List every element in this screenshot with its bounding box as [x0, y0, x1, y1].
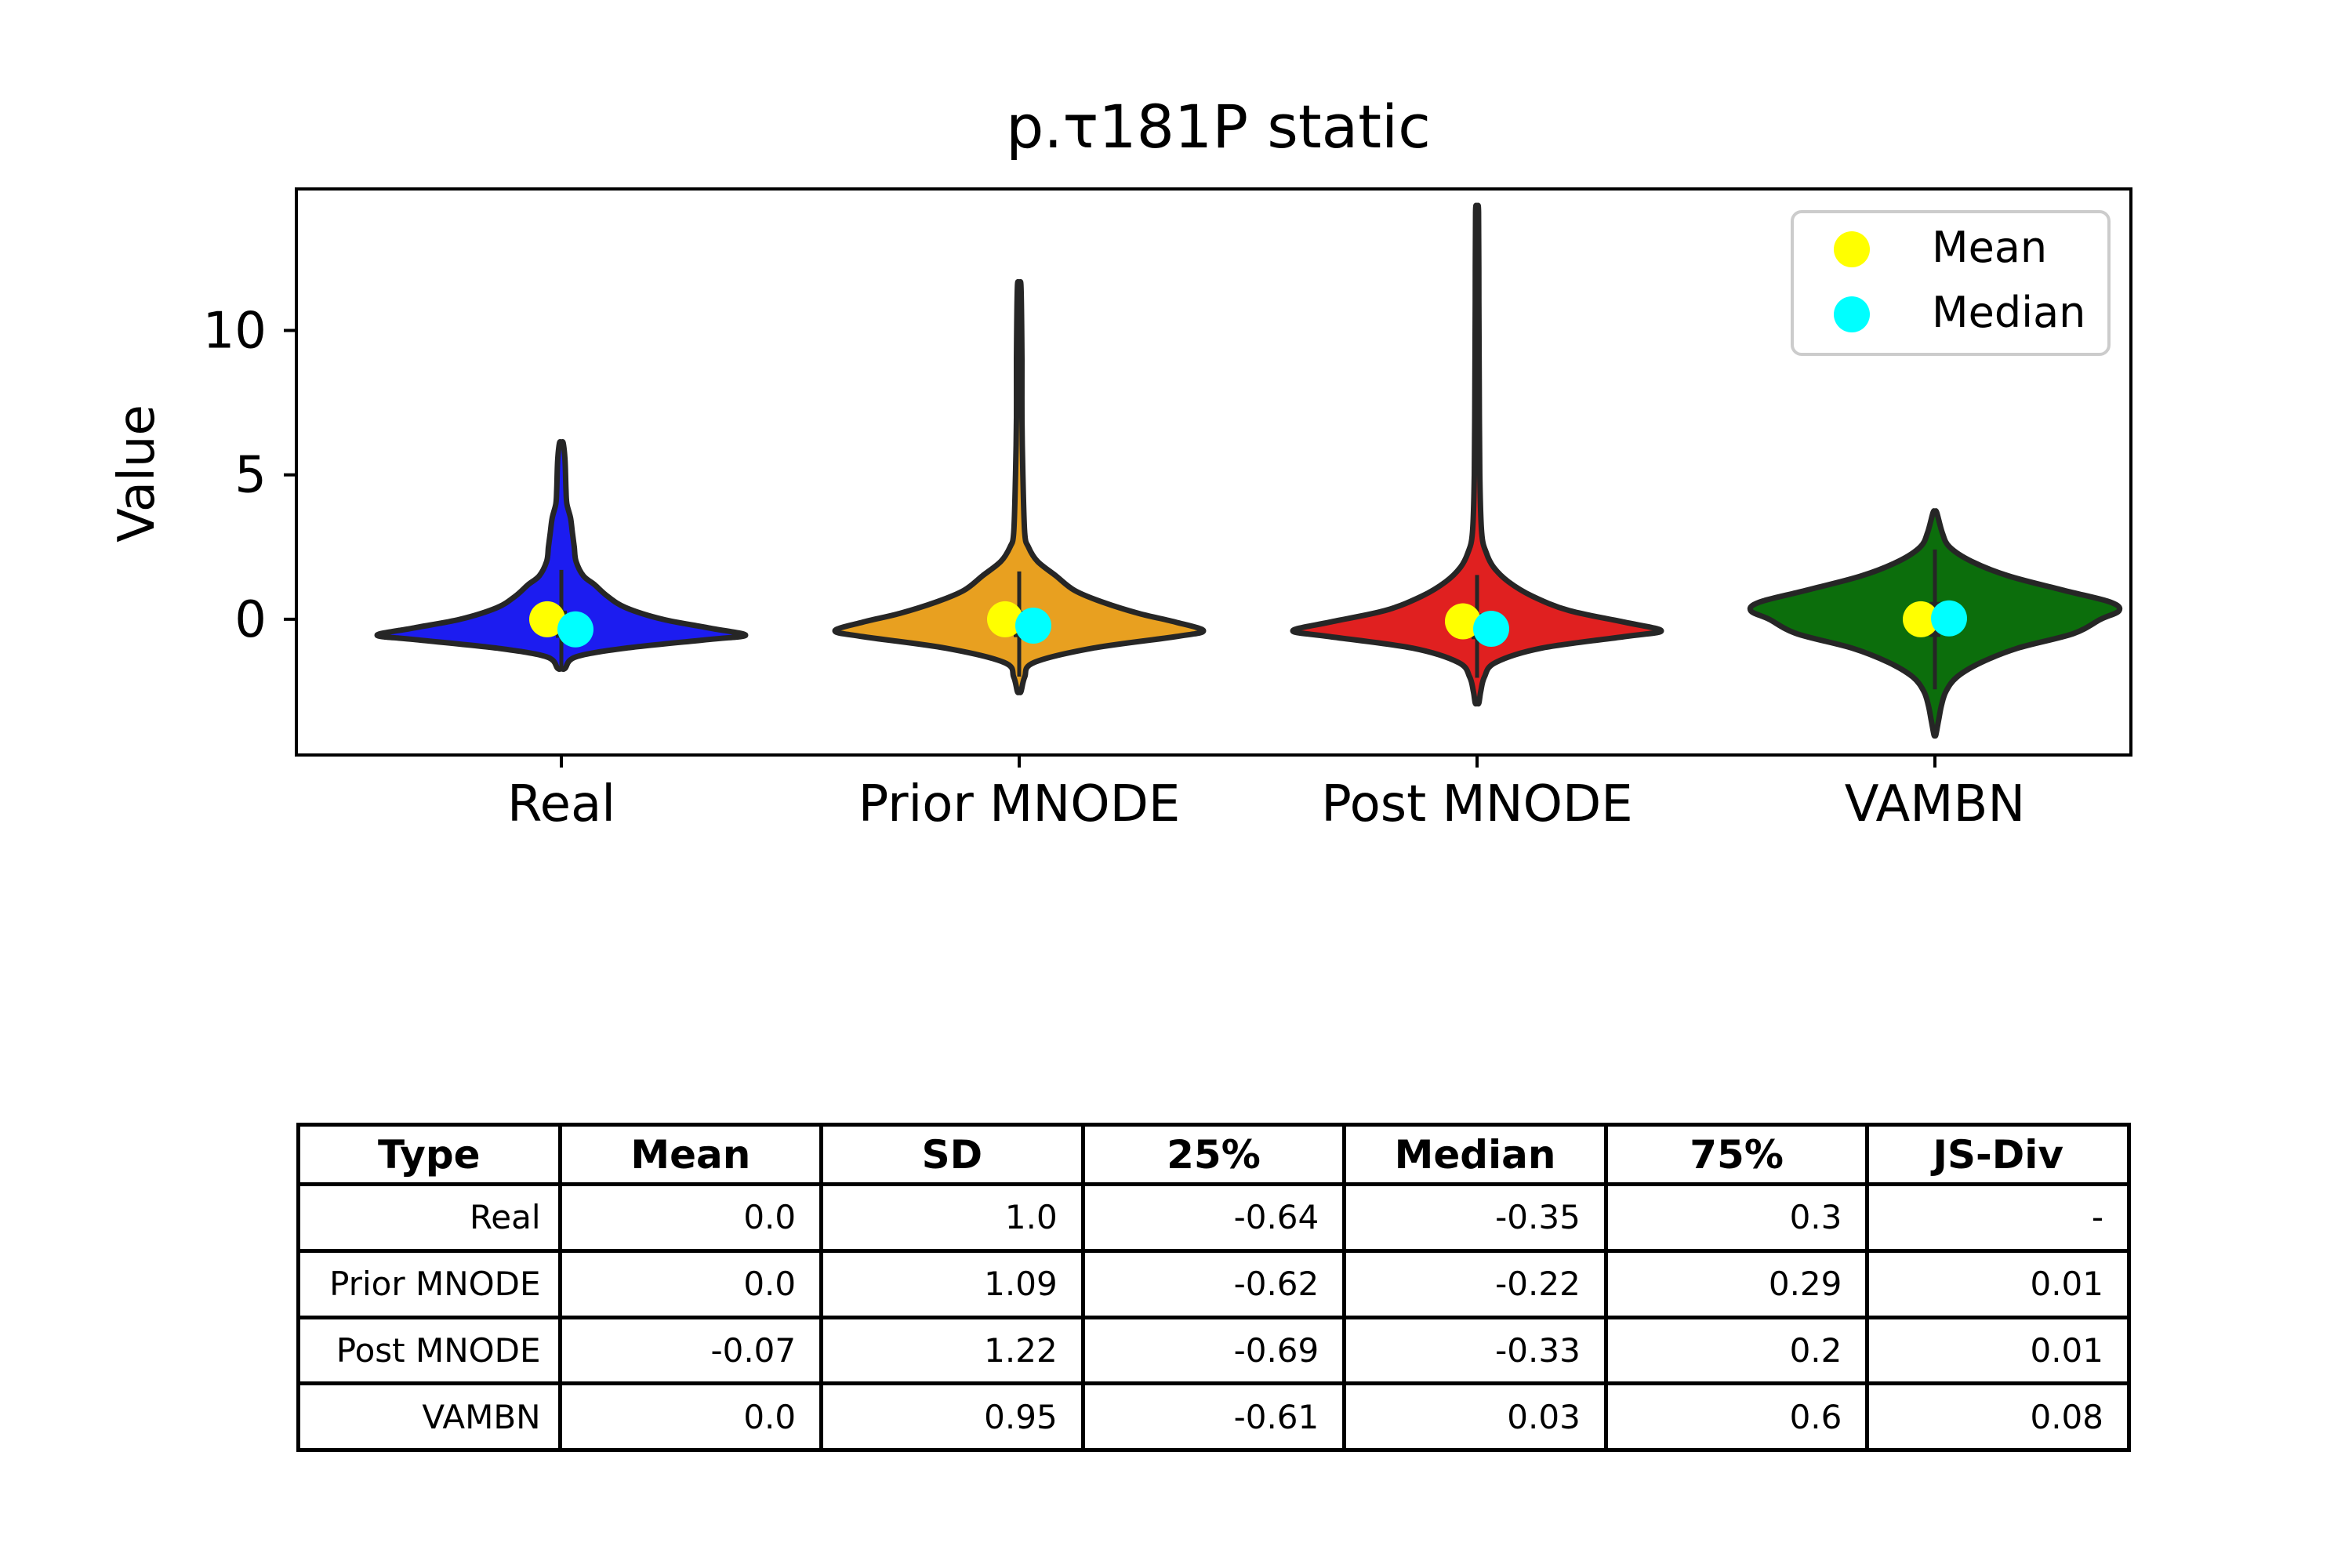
cell-q3: 0.2	[1603, 1315, 1870, 1386]
x-tick-label: Real	[507, 775, 615, 833]
y-tick-label: 10	[203, 303, 267, 361]
plot-frame	[295, 187, 2132, 757]
cell-mean: 0.0	[557, 1381, 824, 1452]
x-axis-ticks: Real Prior MNODE Post MNODE VAMBN	[507, 755, 2025, 833]
legend-mean-marker	[1834, 231, 1870, 267]
cell-type: Prior MNODE	[296, 1248, 562, 1319]
cell-q3: 0.3	[1603, 1182, 1870, 1253]
legend-mean-label: Mean	[1932, 223, 2047, 272]
y-axis-ticks: 0 5 10	[203, 303, 296, 649]
cell-js-div: 0.08	[1865, 1381, 2131, 1452]
header-js-div: JS-Div	[1865, 1123, 2131, 1186]
cell-q1: -0.69	[1080, 1315, 1347, 1386]
header-q3: 75%	[1603, 1123, 1870, 1186]
cell-js-div: 0.01	[1865, 1248, 2131, 1319]
cell-q1: -0.61	[1080, 1381, 1347, 1452]
median-marker	[1473, 611, 1509, 648]
violin-body	[374, 439, 749, 673]
y-tick-label: 0	[234, 591, 267, 649]
table-row: Post MNODE -0.07 1.22 -0.69 -0.33 0.2 0.…	[296, 1315, 2131, 1386]
cell-median: 0.03	[1342, 1381, 1608, 1452]
median-marker	[1931, 600, 1967, 637]
violin-body	[832, 278, 1207, 695]
cell-sd: 1.09	[819, 1248, 1085, 1319]
legend-median-label: Median	[1932, 288, 2085, 337]
header-median: Median	[1342, 1123, 1608, 1186]
table-header-row: Type Mean SD 25% Median 75% JS-Div	[296, 1123, 2131, 1186]
cell-q1: -0.64	[1080, 1182, 1347, 1253]
header-mean: Mean	[557, 1123, 824, 1186]
cell-mean: 0.0	[557, 1182, 824, 1253]
legend: Mean Median	[1791, 210, 2111, 356]
mean-marker	[987, 601, 1023, 637]
table-row: VAMBN 0.0 0.95 -0.61 0.03 0.6 0.08	[296, 1381, 2131, 1452]
y-axis-label: Value	[108, 405, 166, 543]
legend-median-marker	[1834, 296, 1870, 332]
header-q1: 25%	[1080, 1123, 1347, 1186]
table-row: Real 0.0 1.0 -0.64 -0.35 0.3 -	[296, 1182, 2131, 1253]
mean-marker	[529, 601, 565, 637]
x-tick-label: Prior MNODE	[858, 775, 1181, 833]
cell-median: -0.35	[1342, 1182, 1608, 1253]
cell-mean: -0.07	[557, 1315, 824, 1386]
cell-js-div: 0.01	[1865, 1315, 2131, 1386]
legend-box	[1791, 210, 2111, 356]
header-sd: SD	[819, 1123, 1085, 1186]
cell-q1: -0.62	[1080, 1248, 1347, 1319]
cell-mean: 0.0	[557, 1248, 824, 1319]
cell-sd: 1.22	[819, 1315, 1085, 1386]
cell-type: Real	[296, 1182, 562, 1253]
x-tick-label: VAMBN	[1845, 775, 2025, 833]
median-marker	[1015, 607, 1051, 644]
violin-body	[1290, 202, 1664, 707]
cell-sd: 1.0	[819, 1182, 1085, 1253]
stats-table: Type Mean SD 25% Median 75% JS-Div Real …	[296, 1123, 2131, 1452]
header-type: Type	[296, 1123, 562, 1186]
cell-type: Post MNODE	[296, 1315, 562, 1386]
cell-q3: 0.6	[1603, 1381, 1870, 1452]
mean-marker	[1903, 601, 1939, 637]
table-row: Prior MNODE 0.0 1.09 -0.62 -0.22 0.29 0.…	[296, 1248, 2131, 1319]
cell-q3: 0.29	[1603, 1248, 1870, 1319]
cell-js-div: -	[1865, 1182, 2131, 1253]
mean-marker	[1445, 603, 1481, 640]
cell-sd: 0.95	[819, 1381, 1085, 1452]
cell-type: VAMBN	[296, 1381, 562, 1452]
y-tick-label: 5	[234, 447, 267, 505]
x-tick-label: Post MNODE	[1321, 775, 1632, 833]
median-marker	[557, 611, 593, 648]
chart-title: p.τ181P static	[1006, 92, 1431, 162]
cell-median: -0.33	[1342, 1315, 1608, 1386]
violins-layer	[374, 202, 2123, 739]
cell-median: -0.22	[1342, 1248, 1608, 1319]
